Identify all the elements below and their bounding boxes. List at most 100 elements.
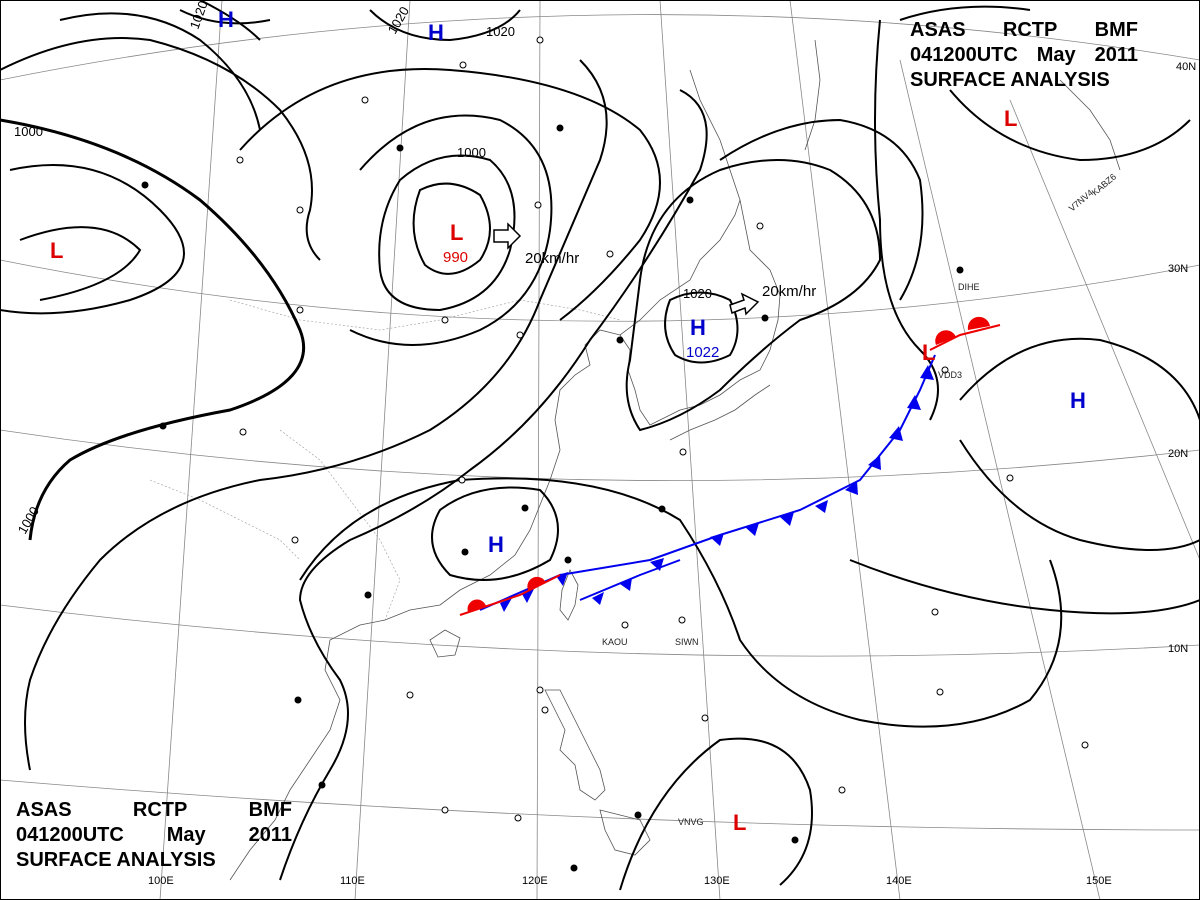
isobar-east-mid	[959, 337, 1200, 421]
station-circle	[536, 36, 544, 44]
title-analysis: SURFACE ANALYSIS	[910, 69, 1110, 91]
coast-mindanao	[599, 809, 651, 856]
station-circle	[616, 336, 624, 344]
front-pip	[868, 455, 881, 470]
station-circle	[679, 448, 687, 456]
station-id: SIWN	[675, 637, 699, 647]
parallel-0n	[0, 779, 1200, 831]
title-analysis: SURFACE ANALYSIS	[16, 849, 216, 871]
longitude-label: 140E	[886, 875, 912, 887]
front-pip	[745, 523, 759, 536]
longitude-label: 130E	[704, 875, 730, 887]
coast-sakhalin	[804, 39, 821, 151]
warm-front-line-east	[929, 324, 1001, 351]
station-circle	[514, 814, 522, 822]
front-pip	[592, 592, 604, 605]
station-circle	[761, 314, 769, 322]
border-1	[229, 299, 621, 331]
title-line-2: 041200UTC May 2011	[910, 43, 1138, 68]
coast-russia	[639, 69, 741, 321]
warm-front-semicircle	[527, 576, 546, 590]
coast-indochina	[229, 639, 341, 881]
coast-taiwan	[559, 569, 579, 621]
title-line-3: SURFACE ANALYSIS	[910, 68, 1138, 93]
longitude-label: 110E	[340, 875, 365, 887]
coast-korea	[619, 334, 661, 426]
station-circle	[236, 156, 244, 164]
title-product: ASAS	[910, 19, 966, 41]
front-pip	[522, 589, 534, 603]
front-pip	[710, 533, 724, 546]
meridian-140e	[789, 0, 901, 900]
station-circle	[296, 206, 304, 214]
front-pip	[889, 426, 903, 441]
isobar-h-1020-center	[664, 291, 739, 364]
warm-front-semicircle	[467, 599, 486, 612]
isobar-north-1	[0, 37, 321, 261]
high-pressure-center: H	[218, 7, 234, 32]
isobar-label: 1020	[486, 24, 515, 39]
station-circle	[756, 222, 764, 230]
latitude-label: 10N	[1168, 643, 1188, 655]
title-product: ASAS	[16, 799, 72, 821]
station-id: VDD3	[938, 370, 962, 380]
station-circle	[159, 422, 167, 430]
station-circle	[406, 691, 414, 699]
front-pip	[907, 395, 921, 410]
station-circle	[678, 616, 686, 624]
station-circle	[458, 476, 466, 484]
isobar-low-990-inner	[412, 182, 491, 275]
borders	[149, 299, 621, 621]
station-circle	[318, 781, 326, 789]
parallel-20n	[0, 429, 1200, 482]
isobar-east-south	[959, 439, 1200, 551]
low-pressure-value: 990	[443, 249, 468, 266]
station-circle	[686, 196, 694, 204]
station-circle	[461, 548, 469, 556]
isobar-east-low	[949, 89, 1191, 162]
isobar-west-2	[0, 164, 185, 315]
title-line-2: 041200UTC May 2011	[16, 823, 292, 848]
station-circle	[1006, 474, 1014, 482]
meridian-120e	[536, 0, 541, 900]
station-circle	[141, 181, 149, 189]
isobar-h-ring	[625, 159, 882, 432]
station-circle	[364, 591, 372, 599]
station-circle	[239, 428, 247, 436]
title-line-3: SURFACE ANALYSIS	[16, 848, 292, 873]
isobar-scs-outer	[299, 477, 1063, 728]
station-circle	[1081, 741, 1089, 749]
title-block-top: ASAS RCTP BMF 041200UTC May 2011 SURFACE…	[910, 18, 1138, 93]
station-circle	[658, 505, 666, 513]
title-station: RCTP	[1002, 19, 1058, 41]
station-circle	[931, 608, 939, 616]
low-pressure-center: L	[1004, 106, 1017, 131]
parallel-30n	[0, 259, 1200, 322]
front-pip	[500, 598, 512, 612]
title-station: RCTP	[132, 799, 188, 821]
meridian-160e	[1009, 99, 1200, 561]
high-pressure-value: 1022	[686, 344, 719, 361]
motion-arrows	[493, 222, 760, 316]
front-pip	[815, 500, 828, 513]
front-pip	[920, 365, 934, 380]
title-year: 2011	[248, 824, 292, 846]
motion-label: 20km/hr	[525, 250, 579, 267]
station-circle	[441, 806, 449, 814]
isobar-low-ring3	[239, 68, 661, 321]
station-circle	[941, 366, 949, 374]
isobar-mid-2	[279, 89, 708, 881]
title-line-1: ASAS RCTP BMF	[910, 18, 1138, 43]
coast-japan-south	[669, 384, 771, 441]
low-pressure-center: L	[922, 340, 935, 365]
station-circle	[621, 621, 629, 629]
warm-front-line-scs	[459, 574, 561, 616]
front-pip	[620, 578, 632, 591]
low-pressure-center: L	[450, 220, 463, 245]
isobar-east-lower	[849, 559, 1200, 615]
isobar-east-loop	[899, 5, 1031, 21]
longitude-label: 150E	[1086, 875, 1112, 887]
station-circle	[296, 306, 304, 314]
